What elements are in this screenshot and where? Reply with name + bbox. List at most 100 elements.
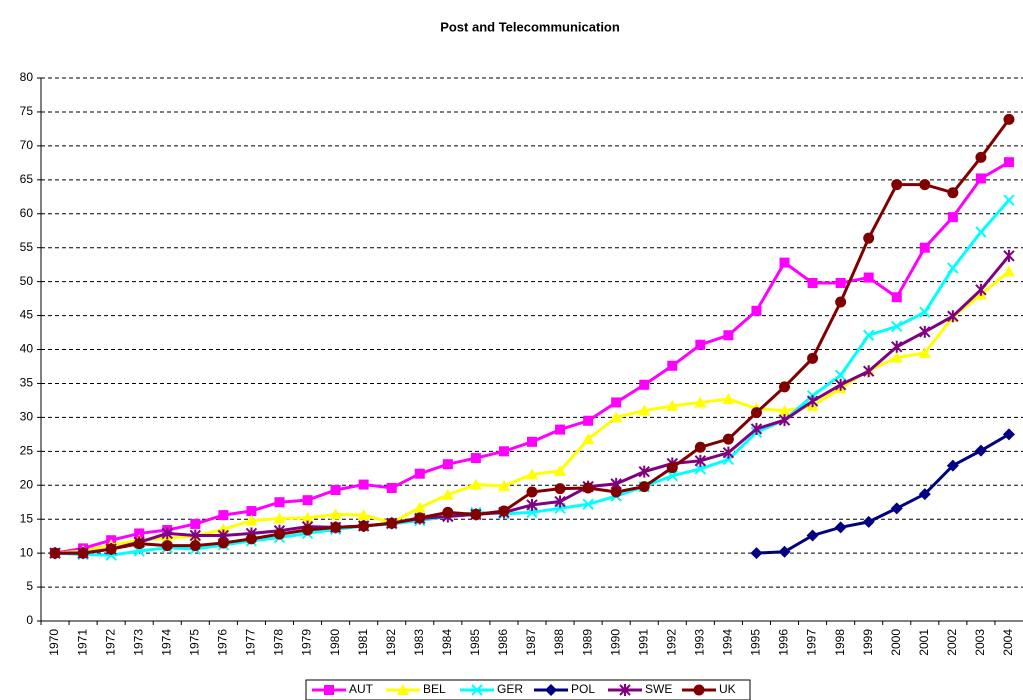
data-point	[862, 515, 875, 528]
data-point	[807, 352, 819, 364]
y-tick-label: 40	[20, 342, 34, 356]
data-point	[947, 262, 959, 274]
data-point	[611, 397, 622, 408]
y-tick-label: 70	[20, 138, 34, 152]
data-point	[891, 340, 903, 353]
x-tick-label: 1988	[552, 629, 566, 656]
data-point	[723, 330, 734, 341]
x-tick-label: 1996	[777, 629, 791, 656]
data-point	[890, 351, 903, 363]
data-point	[1003, 157, 1014, 168]
data-point	[413, 501, 426, 513]
x-tick-label: 1978	[272, 629, 286, 656]
x-tick-label: 1997	[805, 629, 819, 656]
data-point	[918, 488, 931, 501]
data-point	[750, 547, 763, 560]
data-point	[582, 433, 595, 445]
data-point	[666, 399, 679, 411]
data-point	[273, 512, 286, 524]
data-point	[470, 453, 481, 464]
y-tick-label: 55	[20, 240, 34, 254]
data-point	[722, 433, 734, 445]
data-point	[806, 395, 819, 408]
data-point	[610, 486, 622, 498]
data-point	[274, 497, 285, 508]
x-tick-label: 1977	[244, 629, 258, 656]
data-point	[835, 277, 846, 288]
data-point	[414, 512, 426, 524]
data-point	[302, 495, 313, 506]
data-point	[554, 495, 566, 508]
x-tick-label: 1970	[47, 629, 61, 656]
data-point	[638, 481, 650, 493]
data-point	[189, 540, 201, 552]
data-point	[863, 272, 874, 283]
y-tick-label: 60	[20, 206, 34, 220]
data-point	[750, 407, 762, 419]
data-point	[386, 517, 398, 529]
legend-marker	[324, 685, 334, 695]
data-point	[975, 226, 987, 238]
data-point	[1003, 249, 1015, 262]
data-point	[778, 545, 791, 558]
x-tick-label: 1989	[580, 629, 594, 656]
data-point	[694, 441, 706, 453]
legend-label: AUT	[349, 682, 374, 696]
data-point	[666, 470, 678, 482]
data-point	[975, 151, 987, 163]
data-point	[638, 404, 651, 416]
x-tick-label: 1991	[636, 629, 650, 656]
y-tick-label: 5	[26, 579, 33, 593]
data-point	[414, 468, 425, 479]
x-tick-label: 1995	[749, 629, 763, 656]
data-point	[834, 369, 847, 382]
data-point	[105, 543, 117, 555]
data-point	[807, 277, 818, 288]
data-point	[582, 482, 594, 494]
x-tick-label: 2002	[945, 629, 959, 656]
data-point	[77, 547, 89, 559]
data-point	[330, 485, 341, 496]
data-point	[918, 346, 931, 358]
data-point	[386, 482, 397, 493]
data-point	[946, 459, 959, 472]
data-point	[834, 378, 847, 391]
data-point	[245, 514, 258, 526]
data-point	[639, 379, 650, 390]
data-point	[246, 506, 257, 517]
x-tick-label: 1987	[524, 629, 538, 656]
data-point	[217, 537, 229, 549]
legend-label: SWE	[645, 682, 672, 696]
data-point	[190, 518, 201, 529]
x-tick-label: 1973	[131, 629, 145, 656]
data-point	[919, 306, 931, 318]
data-point	[526, 486, 538, 498]
data-point	[694, 463, 707, 475]
data-point	[694, 396, 707, 408]
data-point	[667, 360, 678, 371]
x-tick-label: 1976	[216, 629, 230, 656]
data-point	[694, 454, 707, 467]
data-point	[750, 422, 763, 435]
data-point	[778, 404, 791, 416]
data-point	[722, 393, 735, 405]
data-point	[806, 529, 819, 542]
x-tick-label: 2000	[889, 629, 903, 656]
data-point	[441, 488, 454, 500]
data-point	[975, 283, 987, 296]
y-tick-label: 75	[20, 104, 34, 118]
data-point	[161, 527, 173, 540]
legend-label: BEL	[423, 682, 446, 696]
data-point	[947, 310, 959, 323]
legend-marker	[619, 684, 631, 696]
data-point	[891, 292, 902, 303]
x-tick-label: 1979	[300, 629, 314, 656]
data-point	[891, 320, 903, 333]
data-point	[751, 305, 762, 316]
data-point	[527, 436, 537, 447]
y-tick-label: 35	[20, 376, 34, 390]
x-tick-label: 1986	[496, 629, 510, 656]
y-tick-label: 65	[20, 172, 34, 186]
data-point	[779, 257, 790, 268]
y-tick-label: 0	[26, 613, 33, 627]
